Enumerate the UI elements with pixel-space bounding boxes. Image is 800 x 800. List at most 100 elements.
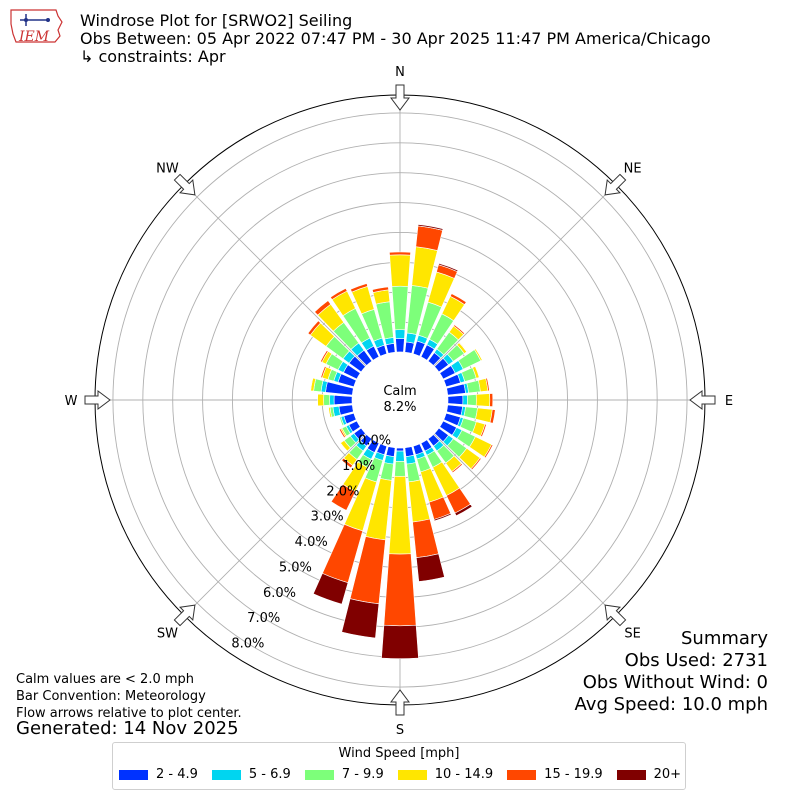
legend-label: 5 - 6.9 (248, 767, 291, 782)
wind-bar-segment (485, 377, 490, 392)
wind-bar-segment (451, 462, 463, 474)
wind-bar-segment (317, 393, 325, 407)
wind-bar-segment (329, 287, 348, 301)
wind-bar-segment (489, 393, 494, 407)
logo-text: IEM (18, 29, 50, 45)
wind-bar-segment (438, 262, 459, 272)
wind-bar-segment (489, 409, 496, 424)
legend-label: 20+ (653, 767, 682, 782)
legend-item: 7 - 9.9 (304, 767, 384, 782)
wind-bar-segment (323, 394, 331, 406)
direction-label-ne: NE (624, 161, 642, 176)
direction-label-w: W (65, 394, 78, 409)
direction-label-nw: NW (156, 161, 179, 176)
wind-bar-segment (338, 428, 346, 439)
chart-title: Windrose Plot for [SRWO2] Seiling (80, 11, 353, 30)
legend-swatch (397, 769, 427, 780)
radial-tick-label: 1.0% (342, 459, 375, 474)
wind-bar-segment (447, 395, 464, 405)
network-node (46, 18, 50, 22)
direction-labels: N NE E SE S SW W NW (65, 65, 734, 738)
wind-bar-segment (314, 300, 332, 316)
direction-label-s: S (396, 723, 404, 738)
legend-items: 2 - 4.9 5 - 6.9 7 - 9.9 10 - 14.9 15 - 19.9 2… (119, 767, 695, 782)
wind-bar-segment (406, 462, 421, 483)
wind-bar-segment (458, 341, 468, 353)
arrow-shape (604, 173, 627, 196)
wind-bar-segment (454, 503, 473, 517)
wind-bar-segment (391, 285, 409, 331)
arrow-shape (689, 390, 716, 410)
observation-range: Obs Between: 05 Apr 2022 07:47 PM - 30 A… (80, 29, 711, 48)
flow-arrow-icon (390, 689, 410, 716)
wind-bar-segment (309, 377, 314, 392)
arrow-shape (173, 604, 196, 627)
wind-bar-segment (396, 447, 404, 452)
wind-bar-segment (394, 329, 406, 340)
wind-bar-segment (449, 293, 467, 306)
wind-bar-segment (470, 457, 482, 471)
wind-bar-segment (339, 442, 348, 452)
legend-swatch (211, 769, 241, 780)
wind-bar-segment (394, 460, 406, 477)
speed-legend: Wind Speed [mph] 2 - 4.9 5 - 6.9 7 - 9.9 10… (112, 742, 686, 790)
wind-bar-segment (328, 406, 333, 418)
iowa-outline-icon (10, 9, 63, 43)
wind-bar-segment (463, 406, 478, 420)
direction-label-se: SE (624, 627, 640, 642)
legend-item: 15 - 19.9 (507, 767, 603, 782)
radial-tick-label: 5.0% (279, 560, 312, 575)
direction-label-n: N (395, 65, 405, 80)
constraints-line: ↳ constraints: Apr (80, 47, 226, 66)
grid-spoke (399, 399, 617, 617)
legend-swatch (507, 769, 537, 780)
direction-label-sw: SW (157, 627, 178, 642)
wind-bar-segment (462, 394, 468, 406)
radial-tick-label: 4.0% (295, 535, 328, 550)
legend-item: 2 - 4.9 (119, 767, 198, 782)
radial-tick-label: 3.0% (311, 510, 344, 525)
wind-bar-segment (417, 224, 444, 231)
iem-logo: IEM (10, 9, 63, 45)
wind-bar-segment (371, 286, 389, 293)
calm-label: Calm (383, 384, 416, 399)
wind-bar-segment (395, 338, 405, 353)
wind-bar-segment (480, 423, 487, 438)
calm-circle (352, 352, 448, 448)
wind-bar-segment (307, 320, 321, 336)
generated-date: Generated: 14 Nov 2025 (16, 718, 239, 739)
wind-bar-segment (389, 251, 411, 256)
flow-arrow-icon (689, 390, 716, 410)
flow-arrow-icon (390, 84, 410, 111)
summary-obs-without-wind: Obs Without Wind: 0 (582, 672, 768, 693)
grid-spoke (183, 183, 401, 401)
radial-tick-label: 2.0% (326, 484, 359, 499)
radial-tick-label: 8.0% (231, 636, 264, 651)
calm-value: 8.2% (383, 400, 416, 415)
arrow-shape (604, 604, 627, 627)
wind-bar-segment (339, 416, 345, 427)
wind-bar-segment (472, 366, 480, 379)
wind-bar-segment (466, 379, 481, 394)
wind-bars (307, 224, 496, 659)
grid-spoke (399, 183, 617, 401)
wind-bar-segment (333, 394, 353, 406)
direction-label-e: E (725, 394, 733, 409)
legend-label: 15 - 19.9 (544, 767, 603, 782)
summary-heading: Summary (681, 628, 768, 649)
wind-bar-segment (389, 254, 411, 287)
wind-bar-segment (473, 348, 483, 362)
wind-bar-segment (433, 513, 452, 522)
wind-bar-segment (312, 573, 349, 605)
flow-arrows (84, 84, 716, 716)
wind-bar-segment (404, 446, 415, 458)
legend-swatch (119, 769, 148, 780)
legend-label: 2 - 4.9 (156, 767, 198, 782)
radial-tick-label: 0.0% (358, 434, 391, 449)
wind-bar-segment (350, 283, 368, 293)
summary-avg-speed: Avg Speed: 10.0 mph (574, 694, 768, 715)
summary-box: Summary Obs Used: 2731 Obs Without Wind:… (575, 628, 768, 716)
flow-arrow-icon (173, 604, 196, 627)
flow-arrow-icon (604, 604, 627, 627)
